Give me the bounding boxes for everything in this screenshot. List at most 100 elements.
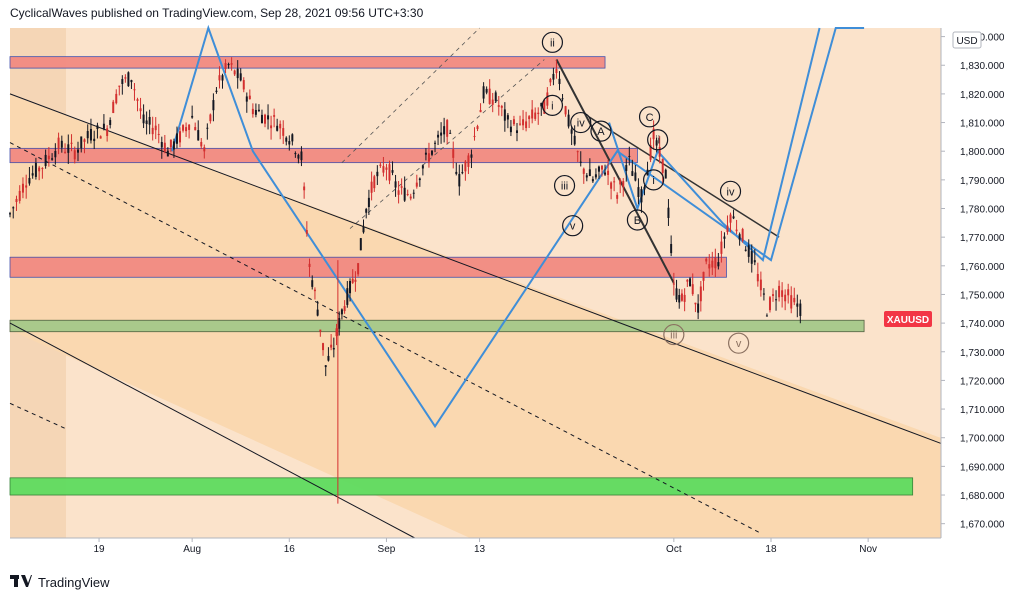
candle-body[interactable]	[157, 133, 160, 135]
candle-body[interactable]	[349, 281, 352, 294]
candle-body[interactable]	[319, 329, 322, 332]
candle-body[interactable]	[711, 260, 714, 268]
strong-support-zone-4[interactable]	[9, 477, 914, 496]
candle-body[interactable]	[628, 155, 631, 157]
candle-body[interactable]	[166, 150, 169, 157]
candle-body[interactable]	[41, 168, 44, 170]
candle-body[interactable]	[534, 112, 537, 119]
candle-body[interactable]	[403, 187, 406, 201]
candle-body[interactable]	[753, 260, 756, 263]
candle-body[interactable]	[34, 162, 37, 177]
candle-body[interactable]	[251, 108, 254, 115]
candle-body[interactable]	[747, 245, 750, 257]
candle-body[interactable]	[227, 64, 230, 66]
candle-body[interactable]	[206, 127, 209, 129]
candle-body[interactable]	[768, 297, 771, 311]
candle-body[interactable]	[297, 154, 300, 159]
candle-body[interactable]	[741, 229, 744, 241]
candle-body[interactable]	[485, 88, 488, 93]
candle-body[interactable]	[397, 190, 400, 195]
candle-body[interactable]	[622, 181, 625, 187]
candle-body[interactable]	[354, 279, 357, 282]
candle-body[interactable]	[362, 226, 365, 233]
candle-body[interactable]	[89, 128, 92, 141]
candle-body[interactable]	[106, 128, 109, 136]
candle-body[interactable]	[86, 131, 89, 139]
candle-body[interactable]	[491, 99, 494, 105]
candle-body[interactable]	[455, 171, 458, 174]
candle-body[interactable]	[482, 86, 485, 99]
candle-body[interactable]	[723, 236, 726, 239]
candle-body[interactable]	[257, 109, 260, 112]
candle-body[interactable]	[512, 119, 515, 125]
candle-body[interactable]	[415, 182, 418, 187]
candle-body[interactable]	[661, 158, 664, 173]
candle-body[interactable]	[21, 183, 24, 193]
candle-body[interactable]	[446, 120, 449, 137]
support-zone-3[interactable]	[9, 319, 865, 333]
candle-body[interactable]	[385, 167, 388, 170]
candle-body[interactable]	[670, 243, 673, 254]
candle-body[interactable]	[245, 96, 248, 102]
candle-body[interactable]	[400, 186, 403, 188]
candle-body[interactable]	[579, 161, 582, 163]
candle-body[interactable]	[182, 125, 185, 131]
candle-body[interactable]	[359, 238, 362, 251]
wave-label-iv[interactable]: iv	[570, 111, 592, 134]
candle-body[interactable]	[267, 115, 270, 120]
candle-body[interactable]	[115, 93, 118, 104]
candle-body[interactable]	[500, 106, 503, 108]
candle-body[interactable]	[99, 136, 102, 139]
candle-body[interactable]	[424, 152, 427, 155]
candle-body[interactable]	[230, 63, 233, 65]
candle-body[interactable]	[765, 315, 768, 317]
candle-body[interactable]	[637, 187, 640, 197]
candle-body[interactable]	[77, 149, 80, 153]
candle-body[interactable]	[83, 139, 86, 142]
candle-body[interactable]	[218, 75, 221, 81]
candle-body[interactable]	[440, 132, 443, 136]
wave-label-iv[interactable]: iv	[719, 180, 742, 202]
candle-body[interactable]	[546, 92, 549, 106]
candle-body[interactable]	[488, 88, 491, 104]
candle-body[interactable]	[47, 155, 50, 160]
wave-label-i[interactable]: i	[541, 94, 564, 116]
candle-body[interactable]	[93, 138, 96, 142]
candle-body[interactable]	[537, 112, 540, 115]
candle-body[interactable]	[80, 136, 83, 149]
candle-body[interactable]	[573, 135, 576, 145]
candle-body[interactable]	[172, 141, 175, 150]
candle-body[interactable]	[340, 309, 343, 315]
candle-body[interactable]	[449, 132, 452, 134]
candle-body[interactable]	[522, 119, 525, 126]
candle-body[interactable]	[260, 114, 263, 124]
wave-label-A[interactable]: A	[590, 120, 612, 142]
candle-body[interactable]	[585, 175, 588, 178]
candle-body[interactable]	[51, 158, 54, 160]
candle-body[interactable]	[705, 258, 708, 262]
candle-body[interactable]	[9, 213, 11, 215]
candle-body[interactable]	[332, 347, 335, 350]
resistance-zone-2[interactable]	[9, 256, 727, 278]
candle-body[interactable]	[467, 155, 470, 167]
candle-body[interactable]	[784, 294, 787, 302]
candle-body[interactable]	[236, 68, 239, 79]
candle-body[interactable]	[365, 208, 368, 213]
candle-body[interactable]	[276, 125, 279, 131]
candle-body[interactable]	[330, 344, 333, 348]
candle-body[interactable]	[558, 78, 561, 85]
candle-body[interactable]	[631, 171, 634, 176]
candle-body[interactable]	[388, 164, 391, 181]
candle-body[interactable]	[379, 164, 382, 166]
candle-body[interactable]	[582, 168, 585, 174]
candle-body[interactable]	[151, 127, 154, 135]
candle-body[interactable]	[778, 285, 781, 298]
candle-body[interactable]	[169, 139, 172, 148]
wave-label-v[interactable]: v	[728, 332, 750, 354]
candle-body[interactable]	[38, 167, 41, 172]
candle-body[interactable]	[793, 297, 796, 303]
candle-body[interactable]	[781, 290, 784, 297]
candle-body[interactable]	[124, 77, 127, 79]
